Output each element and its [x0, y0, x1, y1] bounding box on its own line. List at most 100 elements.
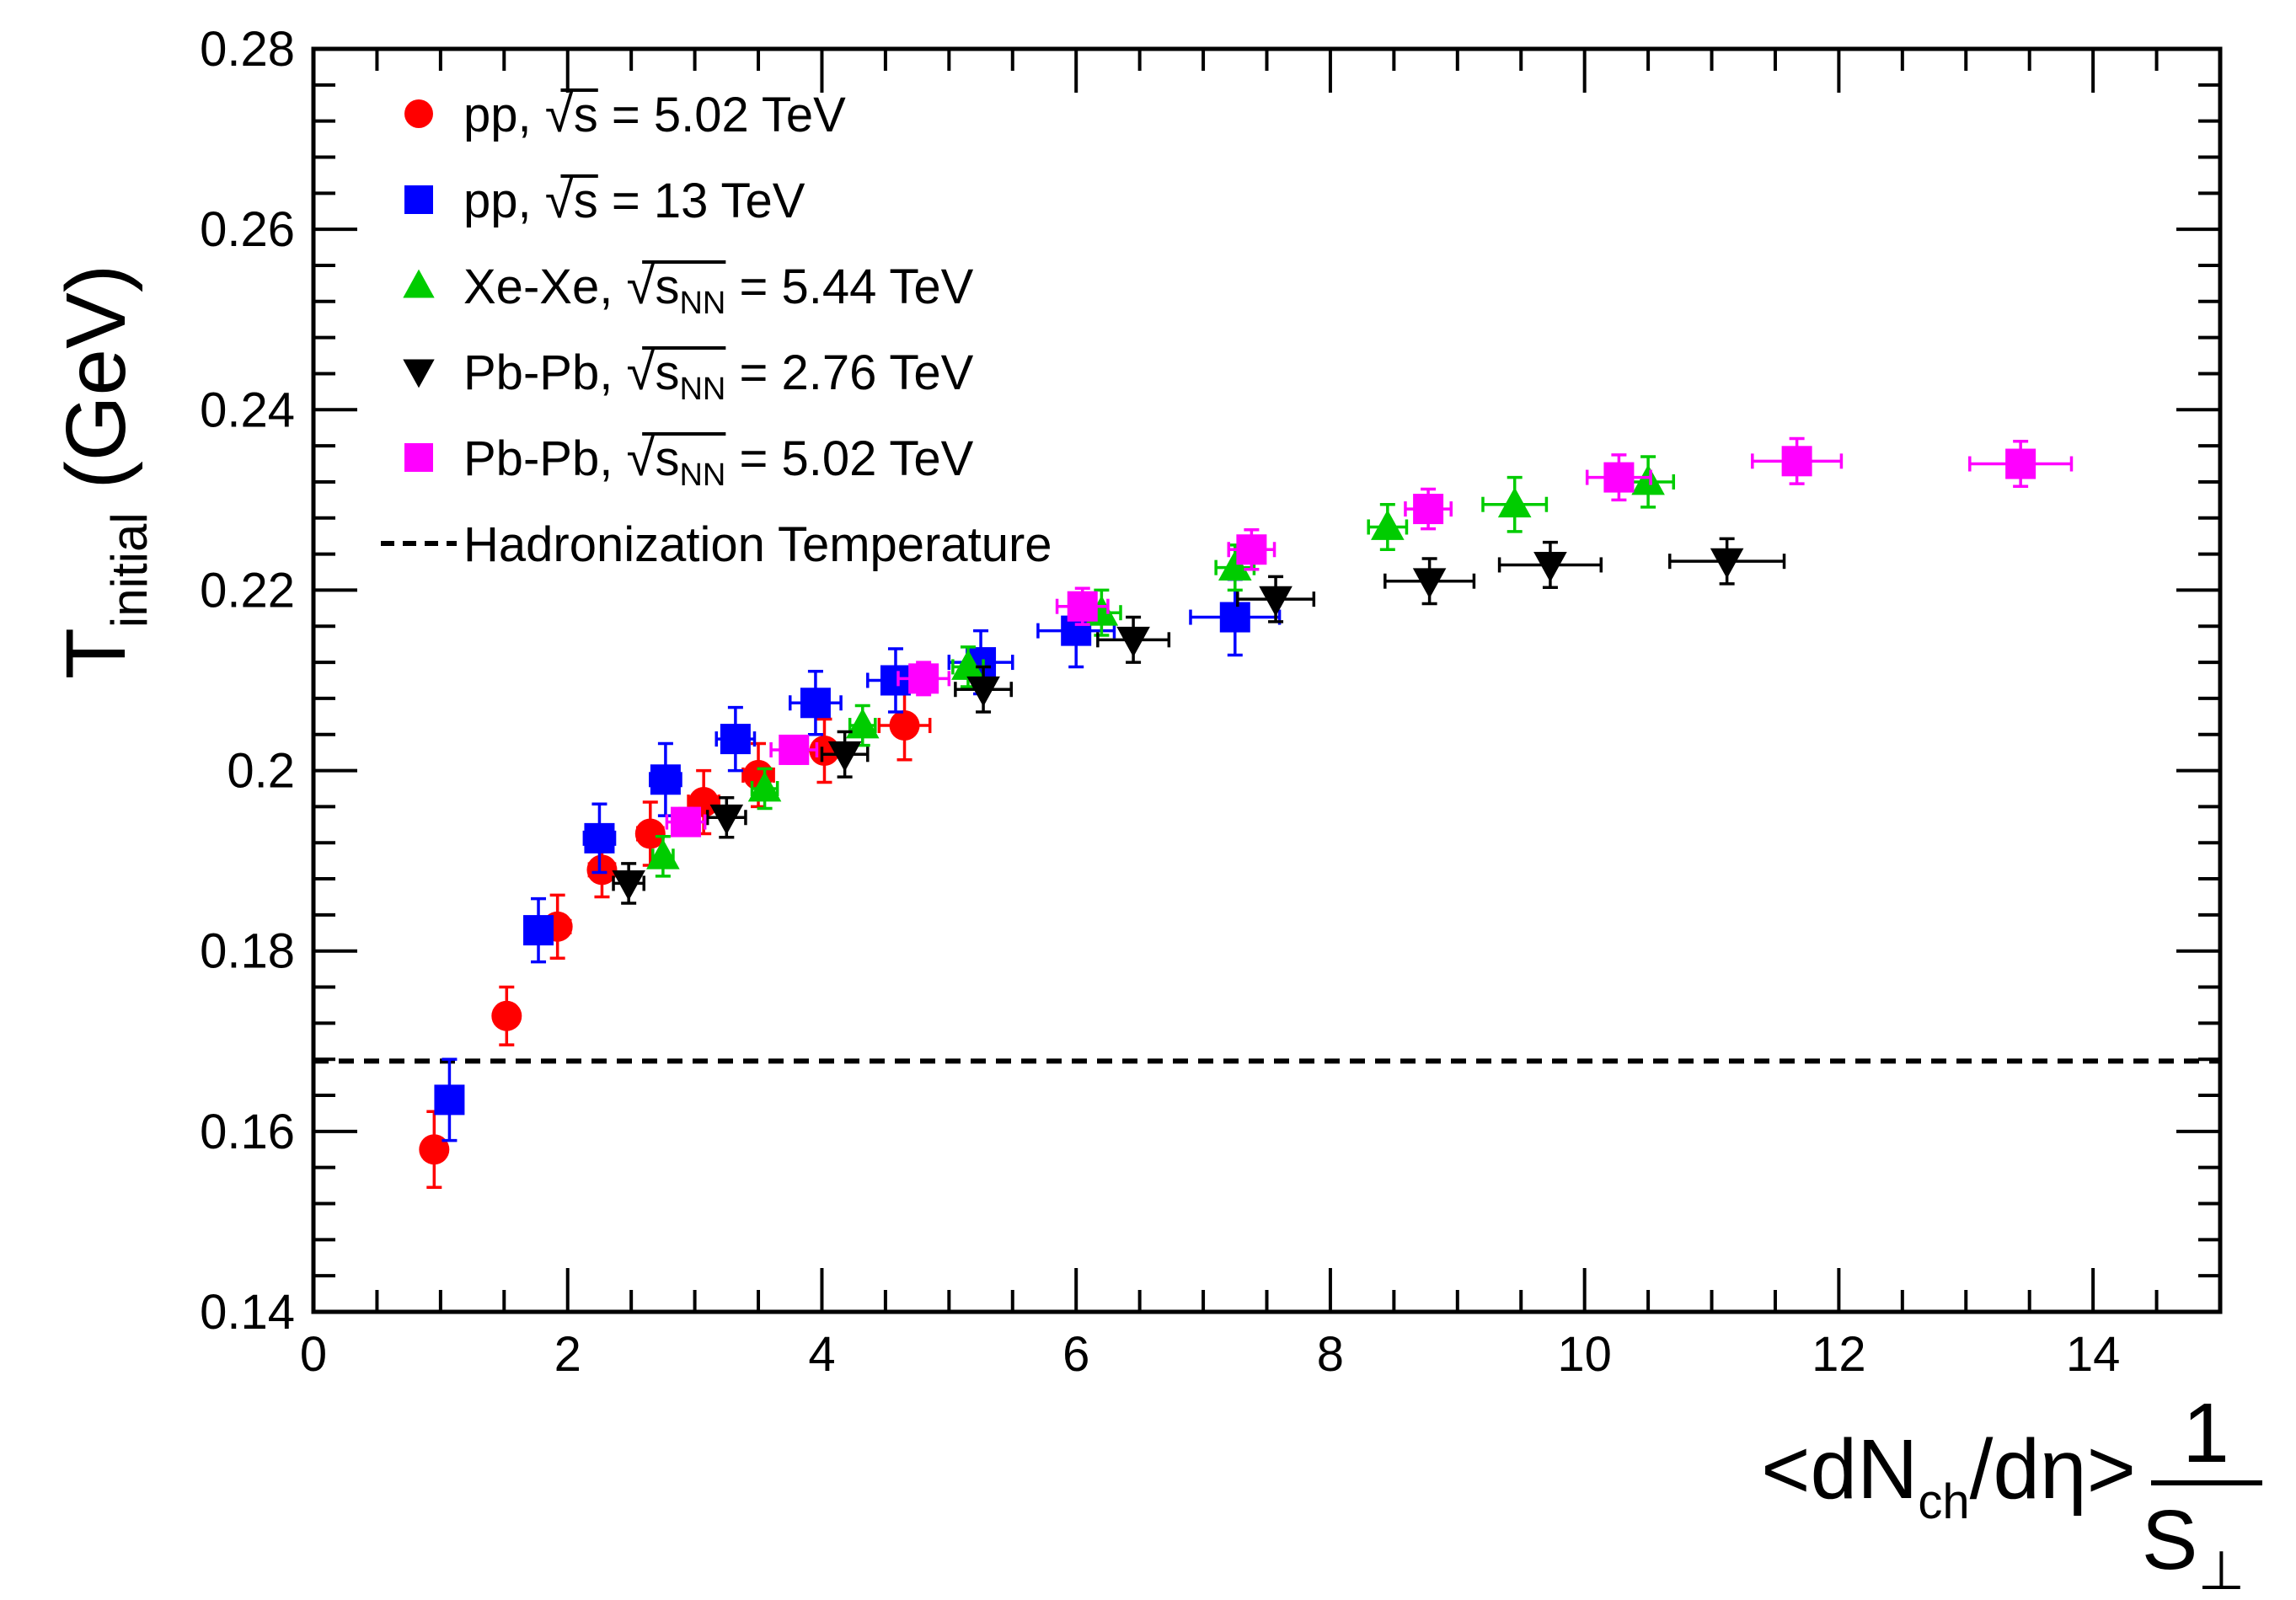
- marker-square: [1603, 462, 1635, 493]
- y-tick-label: 0.16: [200, 1105, 295, 1159]
- data-point: [1585, 453, 1652, 502]
- marker-triangle-up: [747, 771, 782, 802]
- marker-square: [779, 734, 810, 765]
- marker-triangle-down: [1116, 626, 1150, 657]
- marker-triangle-down: [1412, 568, 1447, 599]
- legend-entry: Xe-Xe, √sNN = 5.44 TeV: [403, 257, 974, 321]
- y-tick-label: 0.28: [200, 22, 295, 77]
- plot-frame: [311, 46, 2223, 1314]
- data-point: [1227, 527, 1276, 571]
- data-point: [769, 734, 819, 765]
- data-point: [1055, 586, 1110, 626]
- legend-label: pp, √s = 13 TeV: [463, 171, 805, 229]
- x-tick-label: 2: [554, 1327, 581, 1382]
- x-axis-fraction-denominator: S⊥: [2142, 1493, 2245, 1600]
- marker-triangle-up: [1497, 487, 1532, 518]
- marker-square: [434, 1084, 465, 1116]
- axis-labels-layer: 0 2 4 6 8 10 12 14 0.14 0.16 0.18 0.2 0.22 0.24 0.26 0.…: [49, 22, 2262, 1600]
- data-point: [612, 862, 646, 905]
- data-point: [491, 985, 522, 1046]
- marker-circle: [491, 1000, 522, 1031]
- data-point: [1751, 436, 1844, 485]
- y-tick-label: 0.2: [227, 744, 295, 799]
- marker-square: [1781, 446, 1812, 477]
- data-point: [1968, 440, 2074, 489]
- data-point: [1404, 487, 1453, 531]
- y-tick-label: 0.18: [200, 924, 295, 979]
- marker-square: [880, 665, 911, 696]
- series-3: [612, 537, 1786, 905]
- legend-label: Hadronization Temperature: [463, 517, 1052, 572]
- data-point: [1383, 557, 1476, 606]
- x-tick-label: 0: [300, 1327, 327, 1382]
- data-point: [649, 741, 682, 817]
- marker-square: [1219, 602, 1250, 633]
- data-point: [582, 802, 617, 875]
- data-point: [820, 730, 870, 779]
- legend-marker-square: [404, 443, 433, 472]
- x-axis-title: <dNch/dη>: [1761, 1422, 2136, 1529]
- marker-triangle-down: [827, 741, 862, 772]
- marker-square: [671, 806, 702, 837]
- legend-label: pp, √s = 5.02 TeV: [463, 85, 846, 143]
- marker-square: [908, 663, 939, 694]
- x-axis-fraction-numerator: 1: [2182, 1386, 2229, 1480]
- legend-label: Xe-Xe, √sNN = 5.44 TeV: [463, 257, 974, 321]
- legend-label: Pb-Pb, √sNN = 2.76 TeV: [463, 343, 974, 407]
- marker-triangle-up: [951, 649, 985, 680]
- marker-triangle-down: [709, 804, 744, 835]
- legend-marker-triangle-down: [403, 359, 435, 388]
- marker-square: [523, 915, 554, 946]
- data-point: [845, 704, 880, 747]
- data-point: [1497, 540, 1603, 589]
- marker-square: [584, 822, 615, 854]
- marker-triangle-up: [1371, 509, 1405, 540]
- legend: pp, √s = 5.02 TeV pp, √s = 13 TeV Xe-Xe, √…: [381, 85, 1052, 572]
- data-point: [1236, 575, 1316, 623]
- data-point: [896, 661, 951, 697]
- data-points-layer: [419, 436, 2074, 1189]
- data-point: [1367, 502, 1409, 551]
- marker-triangle-up: [845, 708, 880, 739]
- series-1: [434, 577, 1282, 1142]
- marker-triangle-down: [1710, 548, 1744, 579]
- legend-entry: Pb-Pb, √sNN = 5.02 TeV: [404, 429, 974, 493]
- legend-entry: pp, √s = 13 TeV: [404, 171, 805, 229]
- marker-triangle-up: [1631, 464, 1665, 495]
- series-4: [665, 436, 2074, 837]
- legend-marker-triangle-up: [403, 269, 435, 298]
- marker-circle: [419, 1134, 450, 1165]
- data-point: [646, 834, 680, 878]
- marker-square: [1413, 494, 1444, 525]
- legend-marker-circle: [404, 99, 433, 128]
- data-point: [789, 670, 843, 736]
- data-point: [954, 665, 1014, 714]
- data-point: [1481, 475, 1549, 533]
- plot-frame-layer: [311, 46, 2223, 1314]
- data-point: [1096, 615, 1171, 664]
- legend-marker-square: [404, 185, 433, 214]
- data-point: [714, 705, 757, 773]
- x-tick-label: 6: [1062, 1327, 1089, 1382]
- y-tick-label: 0.22: [200, 563, 295, 618]
- marker-square: [1236, 534, 1267, 565]
- marker-circle: [586, 854, 618, 886]
- data-point: [665, 806, 707, 837]
- data-point: [877, 689, 932, 762]
- marker-triangle-up: [646, 838, 680, 870]
- marker-triangle-down: [1259, 586, 1293, 617]
- data-point: [434, 1057, 465, 1142]
- y-axis-title: Tinitial (GeV): [49, 265, 158, 679]
- x-tick-label: 10: [1557, 1327, 1612, 1382]
- data-point: [747, 767, 782, 811]
- marker-circle: [634, 818, 666, 849]
- x-tick-label: 14: [2066, 1327, 2121, 1382]
- legend-entry: Pb-Pb, √sNN = 2.76 TeV: [403, 343, 974, 407]
- x-tick-label: 4: [808, 1327, 835, 1382]
- marker-triangle-up: [1218, 550, 1252, 581]
- marker-square: [800, 688, 831, 719]
- marker-circle: [889, 710, 920, 741]
- y-tick-label: 0.24: [200, 383, 295, 437]
- y-tick-label: 0.14: [200, 1285, 295, 1340]
